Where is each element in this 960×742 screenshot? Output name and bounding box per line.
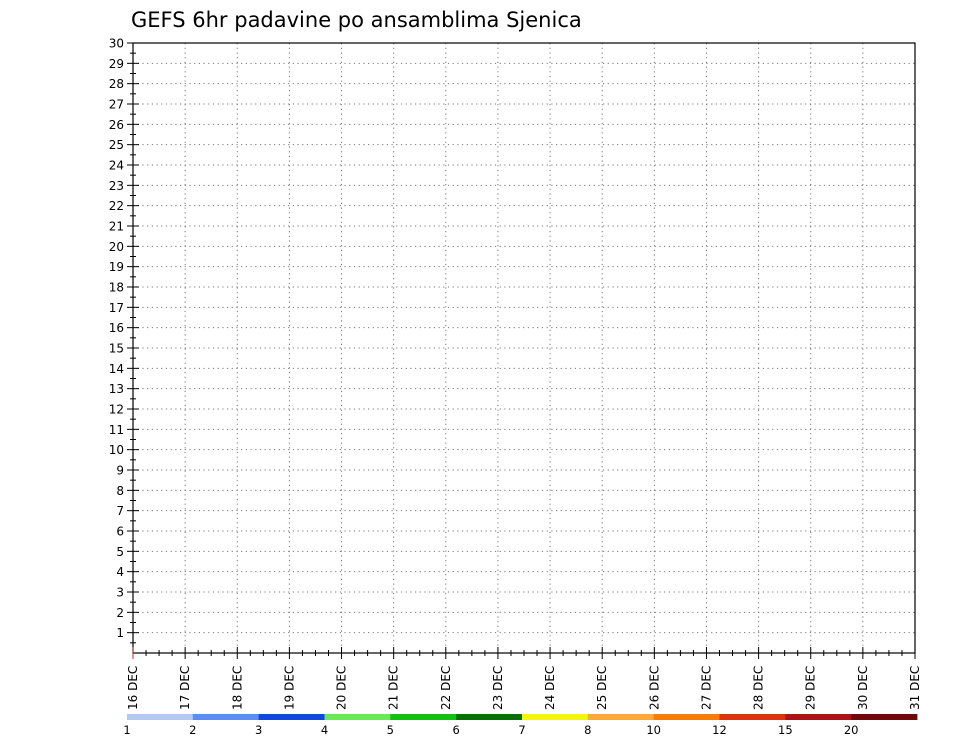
colorbar-swatch (851, 714, 918, 720)
colorbar: 1 2 3 4 5 6 7 8 10 12 15 20 (123, 714, 918, 737)
colorbar-label: 5 (387, 723, 394, 737)
y-tick-label: 6 (116, 525, 124, 539)
y-tick-label: 12 (109, 403, 124, 417)
y-tick-label: 25 (109, 138, 124, 152)
colorbar-swatch (653, 714, 720, 720)
x-tick-label: 29 DEC (804, 666, 818, 710)
colorbar-swatch (785, 714, 852, 720)
colorbar-label: 7 (518, 723, 525, 737)
x-axis: 16 DEC 17 DEC 18 DEC 19 DEC 20 DEC 21 DEC 22 D… (126, 647, 922, 710)
y-tick-label: 21 (109, 220, 124, 234)
colorbar-swatch (127, 714, 194, 720)
y-tick-label: 13 (109, 382, 124, 396)
y-tick-label: 1 (116, 626, 124, 640)
y-tick-label: 8 (116, 484, 124, 498)
y-tick-label: 4 (116, 565, 124, 579)
y-tick-label: 7 (116, 504, 124, 518)
colorbar-swatch (258, 714, 325, 720)
plot-grid (132, 42, 916, 653)
x-tick-label: 24 DEC (543, 666, 557, 710)
y-tick-label: 22 (109, 199, 124, 213)
y-tick-label: 5 (116, 545, 124, 559)
y-tick-label: 27 (109, 98, 124, 112)
y-tick-label: 20 (109, 240, 124, 254)
y-tick-label: 24 (109, 159, 124, 173)
y-tick-label: 15 (109, 342, 124, 356)
colorbar-swatch (390, 714, 457, 720)
x-tick-label: 18 DEC (230, 666, 244, 710)
colorbar-swatch (522, 714, 589, 720)
colorbar-swatch (456, 714, 523, 720)
colorbar-label: 10 (646, 723, 661, 737)
chart-title: GEFS 6hr padavine po ansamblima Sjenica (131, 8, 582, 32)
y-tick-label: 29 (109, 57, 124, 71)
y-tick-label: 3 (116, 586, 124, 600)
x-tick-label: 20 DEC (335, 666, 349, 710)
x-tick-label: 16 DEC (126, 666, 140, 710)
colorbar-label: 12 (712, 723, 727, 737)
y-tick-label: 14 (109, 362, 124, 376)
y-tick-label: 9 (116, 464, 124, 478)
y-tick-label: 17 (109, 301, 124, 315)
x-tick-label: 17 DEC (178, 666, 192, 710)
colorbar-label: 6 (453, 723, 460, 737)
colorbar-label: 20 (844, 723, 859, 737)
colorbar-label: 15 (778, 723, 793, 737)
colorbar-label: 3 (255, 723, 262, 737)
colorbar-label: 8 (584, 723, 591, 737)
colorbar-swatch (324, 714, 391, 720)
colorbar-label: 1 (123, 723, 130, 737)
x-tick-label: 28 DEC (752, 666, 766, 710)
y-tick-label: 16 (109, 321, 124, 335)
y-tick-label: 10 (109, 443, 124, 457)
x-tick-label: 26 DEC (647, 666, 661, 710)
colorbar-swatch (587, 714, 655, 720)
x-tick-label: 25 DEC (595, 666, 609, 710)
colorbar-swatch (192, 714, 260, 720)
x-tick-label: 31 DEC (908, 666, 922, 710)
x-tick-label: 27 DEC (699, 666, 713, 710)
colorbar-label: 4 (321, 723, 328, 737)
y-tick-label: 30 (109, 37, 124, 51)
x-tick-label: 19 DEC (282, 666, 296, 710)
y-tick-label: 23 (109, 179, 124, 193)
x-tick-label: 30 DEC (856, 666, 870, 710)
x-tick-label: 22 DEC (439, 666, 453, 710)
y-tick-label: 26 (109, 118, 124, 132)
colorbar-label: 2 (189, 723, 196, 737)
y-tick-label: 28 (109, 77, 124, 91)
x-tick-label: 21 DEC (387, 666, 401, 710)
y-tick-label: 11 (109, 423, 124, 437)
y-axis: 1234567891011121314151617181920212223242… (109, 37, 139, 644)
y-tick-label: 18 (109, 281, 124, 295)
y-tick-label: 19 (109, 260, 124, 274)
x-tick-label: 23 DEC (491, 666, 505, 710)
colorbar-swatch (719, 714, 786, 720)
y-tick-label: 2 (116, 606, 124, 620)
